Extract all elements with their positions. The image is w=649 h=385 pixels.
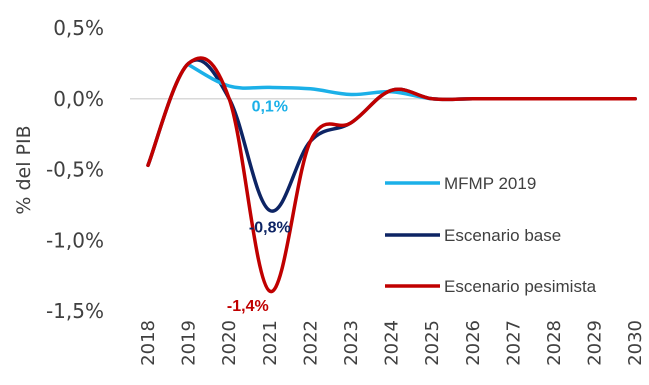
x-tick-label: 2027 — [503, 320, 524, 366]
x-tick-label: 2019 — [179, 320, 200, 366]
legend-label: Escenario base — [444, 226, 561, 245]
x-tick-label: 2026 — [463, 320, 484, 366]
x-tick-label: 2023 — [341, 320, 362, 366]
y-tick-label: -0,5% — [46, 158, 104, 182]
data-label: 0,1% — [252, 98, 288, 115]
x-tick-label: 2020 — [219, 320, 240, 366]
x-tick-label: 2028 — [544, 320, 565, 366]
y-tick-label: 0,5% — [53, 16, 104, 40]
series-line-escenario-pesimista — [146, 56, 637, 293]
y-tick-label: 0,0% — [53, 87, 104, 111]
x-tick-label: 2029 — [585, 320, 606, 366]
data-label: -0,8% — [249, 220, 291, 237]
y-tick-label: -1,5% — [46, 299, 104, 323]
y-axis-title: % del PIB — [13, 125, 35, 214]
x-tick-label: 2030 — [625, 320, 646, 366]
y-tick-label: -1,0% — [46, 228, 104, 252]
x-tick-label: 2025 — [422, 320, 443, 366]
x-tick-label: 2018 — [138, 320, 159, 366]
x-tick-label: 2021 — [260, 320, 281, 366]
legend-label: MFMP 2019 — [444, 174, 536, 193]
x-tick-label: 2024 — [382, 320, 403, 366]
legend-label: Escenario pesimista — [444, 277, 597, 296]
data-label: -1,4% — [227, 298, 269, 315]
x-tick-label: 2022 — [300, 320, 321, 366]
